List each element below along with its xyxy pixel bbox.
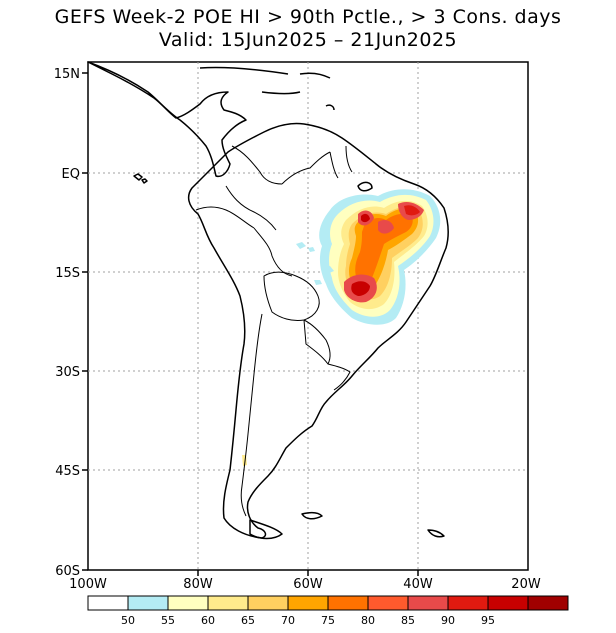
lon-label-80W: 80W (183, 577, 213, 592)
tierra-del-fuego (249, 519, 283, 540)
colorbar-label: 75 (321, 614, 335, 627)
colorbar-label: 95 (481, 614, 495, 627)
border-guianas (329, 145, 353, 179)
colorbar-label: 85 (401, 614, 415, 627)
colorbar-swatch (367, 595, 409, 611)
lat-label-EQ: EQ (62, 167, 80, 182)
lat-label-30S: 30S (55, 365, 80, 380)
shade-red (404, 205, 420, 216)
lat-tick-labels: 15N EQ 15S 30S 45S 60S (54, 67, 80, 579)
colorbar-swatch (407, 595, 449, 611)
south-georgia (427, 529, 445, 538)
lat-label-60S: 60S (55, 564, 80, 579)
colorbar-swatch (327, 595, 369, 611)
map-frame (87, 61, 529, 571)
lon-label-100W: 100W (69, 577, 107, 592)
south-america-coastline (187, 122, 449, 539)
colorbar-swatch (287, 595, 329, 611)
colorbar-swatch (87, 595, 129, 611)
galapagos (133, 173, 148, 184)
border-ecuador-peru (195, 206, 255, 229)
colorbar-swatch (527, 595, 569, 611)
border-paraguay (303, 319, 331, 365)
colorbar-label: 90 (441, 614, 455, 627)
lon-label-20W: 20W (511, 577, 541, 592)
border-colombia-peru (225, 185, 277, 231)
caribbean-islands (199, 66, 335, 111)
colorbar-swatch (167, 595, 209, 611)
amazon-mouth-island (357, 181, 373, 192)
lat-tick-marks (82, 72, 88, 571)
border-colombia-venezuela (231, 145, 283, 185)
colorbar-label: 65 (241, 614, 255, 627)
falklands (301, 511, 323, 520)
colorbar-label: 80 (361, 614, 375, 627)
shade-red-center (378, 220, 394, 234)
map-title-line2: Valid: 15Jun2025 – 21Jun2025 (158, 29, 458, 51)
shade-darkred-south (351, 281, 370, 296)
heat-probability-shading (242, 189, 441, 466)
lon-tick-labels: 100W 80W 60W 40W 20W (69, 577, 541, 592)
colorbar-swatch (127, 595, 169, 611)
border-venezuela-brazil (281, 151, 331, 185)
lon-label-60W: 60W (293, 577, 323, 592)
colorbar-label: 70 (281, 614, 295, 627)
shade-orange-dark (355, 213, 413, 284)
colorbar-label: 50 (121, 614, 135, 627)
lon-tick-marks (197, 570, 419, 576)
lat-label-45S: 45S (55, 464, 80, 479)
lon-label-40W: 40W (403, 577, 433, 592)
coastlines (87, 61, 449, 540)
central-america-coastline (87, 61, 247, 178)
colorbar-swatch (247, 595, 289, 611)
gridlines (88, 62, 528, 570)
colorbar-swatch (447, 595, 489, 611)
shade-darkred-west (361, 213, 370, 223)
colorbar-swatch (487, 595, 529, 611)
shade-cyan-west-patches (296, 242, 334, 285)
border-argentina-brazil-uruguay (327, 363, 351, 391)
colorbar: 50 55 60 65 70 75 80 85 90 95 (87, 595, 569, 627)
colorbar-swatch (207, 595, 249, 611)
border-chile-argentina (240, 313, 263, 517)
lat-label-15N: 15N (54, 67, 80, 82)
colorbar-label: 55 (161, 614, 175, 627)
lat-label-15S: 15S (55, 266, 80, 281)
border-bolivia (263, 271, 320, 321)
colorbar-label: 60 (201, 614, 215, 627)
map-title-line1: GEFS Week-2 POE HI > 90th Pctle., > 3 Co… (54, 6, 562, 28)
country-borders (195, 145, 353, 517)
